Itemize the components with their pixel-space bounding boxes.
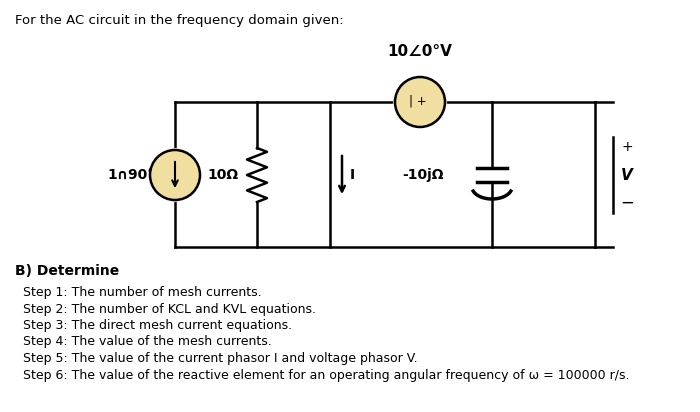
Text: Step 2: The number of KCL and KVL equations.: Step 2: The number of KCL and KVL equati… — [15, 302, 316, 316]
Text: I: I — [350, 168, 355, 182]
Text: -10jΩ: -10jΩ — [402, 168, 444, 182]
Text: 10∠0°V: 10∠0°V — [388, 44, 452, 59]
Circle shape — [150, 150, 200, 200]
Text: B) Determine: B) Determine — [15, 264, 119, 278]
Text: Step 3: The direct mesh current equations.: Step 3: The direct mesh current equation… — [15, 319, 292, 332]
Text: For the AC circuit in the frequency domain given:: For the AC circuit in the frequency doma… — [15, 14, 344, 27]
Text: 10Ω: 10Ω — [208, 168, 239, 182]
Text: Step 1: The number of mesh currents.: Step 1: The number of mesh currents. — [15, 286, 262, 299]
Circle shape — [395, 77, 445, 127]
Text: Step 4: The value of the mesh currents.: Step 4: The value of the mesh currents. — [15, 335, 272, 349]
Text: | +: | + — [410, 94, 427, 108]
Text: Step 6: The value of the reactive element for an operating angular frequency of : Step 6: The value of the reactive elemen… — [15, 368, 629, 382]
Text: −: − — [620, 194, 634, 212]
Text: Step 5: The value of the current phasor I and voltage phasor V.: Step 5: The value of the current phasor … — [15, 352, 418, 365]
Text: +: + — [621, 140, 633, 154]
Text: 1∩90°A: 1∩90°A — [107, 168, 165, 182]
Text: V: V — [621, 168, 633, 183]
